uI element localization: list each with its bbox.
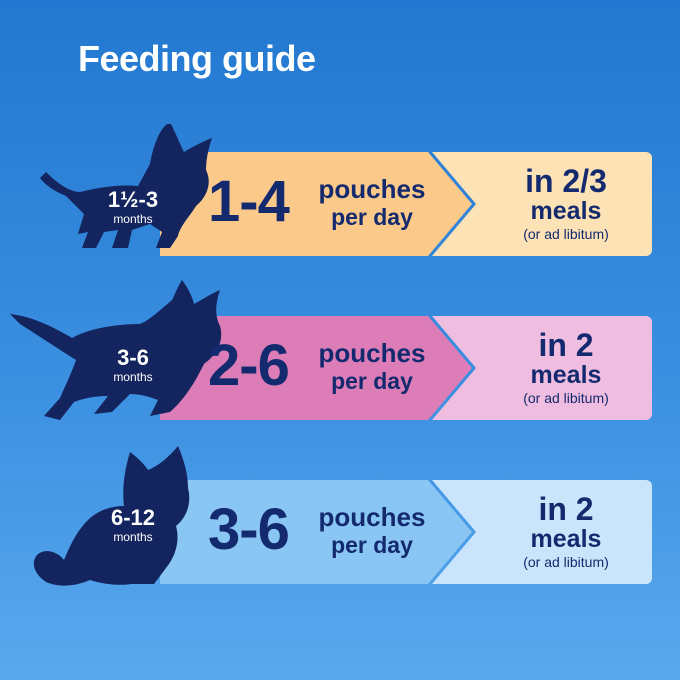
feeding-row-adult-cat: 6-12 months 3-6 pouches per day in 2 mea… [0, 446, 680, 590]
pouch-quantity: 3-6 [208, 497, 290, 562]
meals-label: meals [530, 361, 602, 389]
age-unit: months [113, 530, 153, 544]
per-day-label: per day [331, 204, 413, 230]
kitten-silhouette-icon [40, 124, 212, 248]
feeding-row-kitten: 1½-3 months 1-4 pouches per day in 2/3 m… [0, 124, 680, 262]
meals-note: (or ad libitum) [523, 226, 609, 242]
quantity-band [160, 152, 472, 256]
pouches-label: pouches [318, 338, 426, 368]
meals-label: meals [530, 525, 602, 553]
meals-note: (or ad libitum) [523, 554, 609, 570]
age-label: 1½-3 months [78, 187, 188, 227]
age-unit: months [113, 212, 153, 226]
pouch-quantity: 2-6 [208, 333, 290, 398]
pouches-label: pouches [318, 174, 426, 204]
feeding-row-young-cat: 3-6 months 2-6 pouches per day in 2 meal… [0, 280, 680, 426]
age-range: 6-12 [110, 505, 156, 530]
age-unit: months [113, 370, 153, 384]
pouch-quantity: 1-4 [208, 169, 290, 234]
meals-count: in 2 [538, 327, 594, 363]
per-day-label: per day [331, 532, 413, 558]
per-day-label: per day [331, 368, 413, 394]
running-cat-silhouette-icon [10, 280, 222, 420]
sitting-cat-silhouette-icon [33, 446, 190, 586]
meals-count: in 2 [538, 491, 594, 527]
age-label: 3-6 months [78, 345, 188, 385]
age-range: 3-6 [117, 345, 149, 370]
meals-count: in 2/3 [525, 163, 607, 199]
page-title: Feeding guide [78, 38, 316, 79]
quantity-band [160, 480, 472, 584]
meals-note: (or ad libitum) [523, 390, 609, 406]
meals-label: meals [530, 197, 602, 225]
age-range: 1½-3 [107, 187, 159, 212]
age-label: 6-12 months [78, 505, 188, 545]
pouches-label: pouches [318, 502, 426, 532]
